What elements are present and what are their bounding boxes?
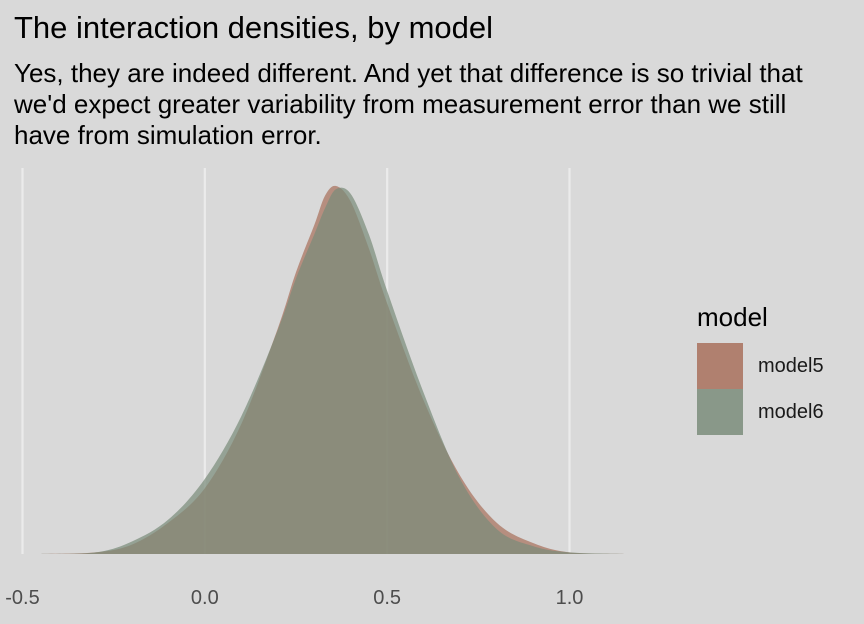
legend-item-model5: model5 [697,343,824,389]
chart-subtitle: Yes, they are indeed different. And yet … [14,58,803,150]
density-area-model6 [40,187,625,554]
chart-title: The interaction densities, by model [14,10,494,45]
legend: model model5 model6 [697,299,824,435]
legend-key-model5 [697,343,743,389]
x-tick-label: 1.0 [556,587,584,609]
density-areas [40,185,625,554]
legend-item-model6: model6 [697,389,824,435]
legend-label-model5: model5 [758,354,824,377]
x-tick-label: 0.5 [373,587,401,609]
x-tick-label: -0.5 [5,587,39,609]
x-axis-ticks: -0.5 0.0 0.5 1.0 [5,587,583,609]
legend-label-model6: model6 [758,400,824,423]
x-tick-label: 0.0 [191,587,219,609]
legend-title: model [697,302,768,332]
legend-key-model6 [697,389,743,435]
